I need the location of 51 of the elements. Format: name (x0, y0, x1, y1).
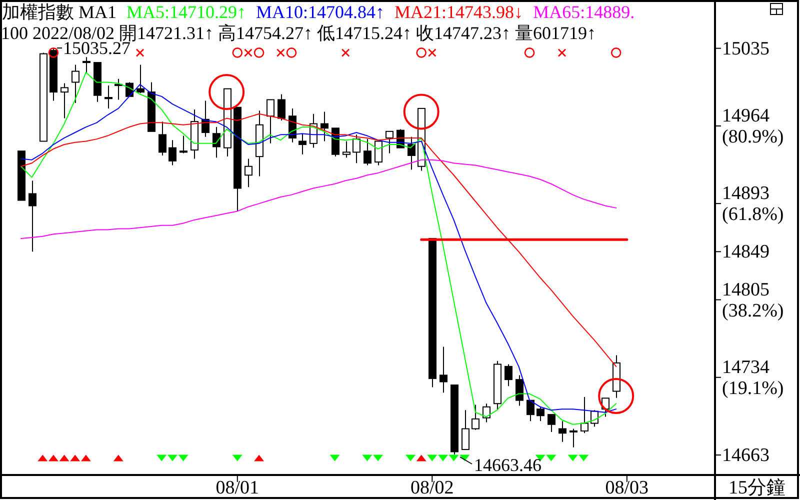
candlestick (212, 126, 220, 158)
candlestick (298, 133, 306, 155)
x-axis-title: 15分鐘 (728, 478, 786, 498)
candlestick (386, 130, 394, 154)
candlestick (352, 134, 360, 164)
candlestick (104, 84, 112, 109)
candlestick (526, 400, 534, 422)
y-tick-label: 15035 (722, 38, 770, 59)
y-tick-label: 14893 (61.8%) (722, 182, 784, 225)
candlestick (168, 140, 176, 166)
candlestick (472, 404, 480, 430)
candlestick (60, 82, 68, 119)
candlestick (28, 180, 36, 252)
candlestick (158, 121, 166, 156)
candlestick (536, 406, 544, 422)
line-series (20, 159, 617, 240)
text: MA21:14743.98↓ (394, 2, 524, 22)
candlestick (180, 135, 188, 154)
candlestick (82, 56, 90, 74)
x-tick-label: 08/01 (216, 478, 260, 498)
chart-title: 加權指數 MA1 (2, 2, 117, 22)
candlestick (580, 396, 588, 434)
candlestick (462, 410, 470, 450)
x-tick-label: 08/03 (605, 478, 649, 498)
y-tick-label: 14849 (722, 241, 770, 262)
candlestick (504, 364, 512, 387)
candlestick (516, 374, 524, 406)
annotation: 14663.46 (474, 455, 542, 475)
candlestick (364, 138, 372, 166)
y-tick-label: 14964 (80.9%) (722, 104, 784, 147)
x-tick-label: 08/02 (410, 478, 454, 498)
candlestick (244, 158, 252, 188)
candlestick (136, 64, 144, 94)
candlestick (266, 99, 274, 144)
candlestick (570, 428, 578, 448)
text: MA65:14889. (533, 2, 635, 22)
candlestick (558, 420, 566, 442)
text: MA5:14710.29↑ (126, 2, 246, 22)
text: MA10:14704.84↑ (256, 2, 385, 22)
candlestick (440, 346, 448, 394)
candlestick (548, 414, 556, 433)
y-tick-label: 14805 (38.2%) (722, 278, 784, 321)
y-tick-label: 14663 (722, 444, 770, 466)
y-tick-label: 14734 (19.1%) (722, 356, 784, 398)
candlestick (482, 403, 490, 423)
candlestick (320, 111, 328, 142)
candlestick (408, 136, 416, 170)
candlestick (374, 140, 382, 166)
candlestick (72, 64, 80, 104)
candlestick (278, 94, 286, 121)
candlestick (342, 140, 350, 158)
